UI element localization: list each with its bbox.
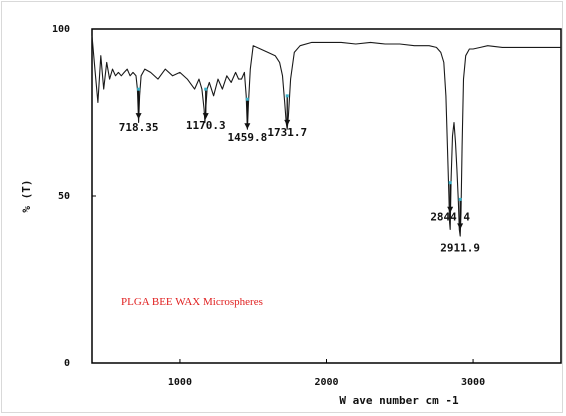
peak-arrow-head: [447, 206, 454, 213]
peak-marker: [448, 181, 452, 185]
peak-label: 1459.8: [227, 131, 267, 144]
peak-marker: [285, 94, 289, 98]
x-tick-label: 2000: [314, 377, 338, 388]
peak-label: 2844.4: [430, 211, 470, 224]
peak-arrow-head: [457, 223, 464, 230]
x-axis-title: W ave number cm -1: [339, 394, 459, 407]
peak-arrow-head: [135, 113, 142, 120]
peak-label: 1731.7: [267, 126, 307, 139]
y-tick-label: 50: [58, 191, 70, 202]
sample-annotation: PLGA BEE WAX Microspheres: [121, 296, 263, 308]
peak-label: 2911.9: [440, 241, 480, 254]
peak-arrow-head: [284, 119, 291, 126]
peak-marker: [204, 87, 208, 91]
y-tick-label: 100: [52, 24, 70, 35]
plot-area: [91, 28, 562, 364]
peak-arrow-head: [244, 123, 251, 130]
axis-ticks: 1000 2000 3000 0 50 100: [52, 24, 485, 388]
peak-label: 718.35: [119, 121, 159, 134]
x-tick-label: 3000: [461, 377, 485, 388]
peak-marker: [458, 197, 462, 201]
y-tick-label: 0: [64, 358, 70, 369]
x-tick-label: 1000: [168, 377, 192, 388]
plot-border: [91, 28, 562, 364]
y-axis-title: % (T): [20, 179, 33, 212]
series-layer: [91, 35, 561, 237]
peak-marker: [137, 87, 141, 91]
spectrum-line: [91, 35, 561, 237]
peak-marker: [245, 97, 249, 101]
peak-arrow-head: [202, 113, 209, 120]
peak-label: 1170.3: [186, 119, 226, 132]
